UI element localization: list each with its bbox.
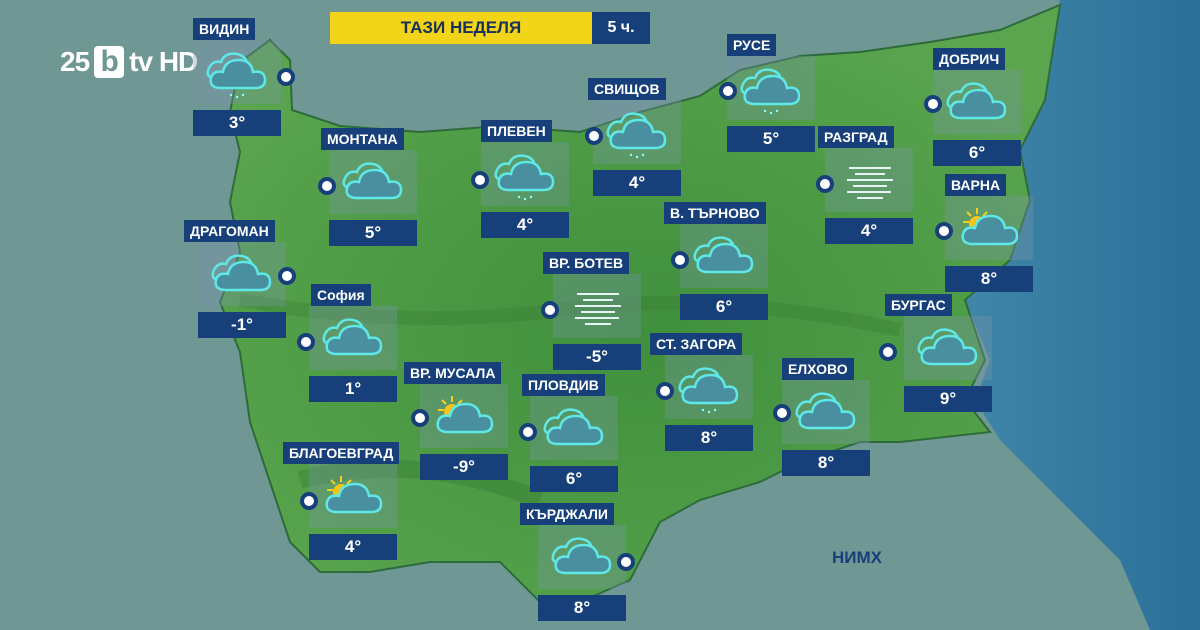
fog-icon	[575, 293, 621, 325]
city-temperature: 8°	[665, 425, 753, 451]
city-temperature: -9°	[420, 454, 508, 480]
city-location-marker	[773, 404, 791, 422]
city-temperature: 4°	[309, 534, 397, 560]
city-location-marker	[297, 333, 315, 351]
forecast-time: 5 ч.	[592, 12, 650, 44]
city-name: ПЛЕВЕН	[481, 120, 552, 142]
city-temperature: 4°	[593, 170, 681, 196]
city-temperature: 6°	[530, 466, 618, 492]
city-location-marker	[585, 127, 603, 145]
city-temperature: 5°	[329, 220, 417, 246]
city-location-marker	[671, 251, 689, 269]
cloud-drizzle-icon	[606, 112, 667, 159]
cloud-icon	[342, 162, 403, 200]
cloud-icon	[551, 537, 612, 575]
city-temperature: 1°	[309, 376, 397, 402]
city-temperature: 8°	[538, 595, 626, 621]
logo-text: tv HD	[129, 46, 198, 77]
city-name: В. ТЪРНОВО	[664, 202, 766, 224]
sun-cloud-icon	[436, 396, 494, 434]
city-name: ВР. БОТЕВ	[543, 252, 630, 274]
city-name: РАЗГРАД	[818, 126, 894, 148]
forecast-period-banner: ТАЗИ НЕДЕЛЯ	[330, 12, 592, 44]
city-location-marker	[541, 301, 559, 319]
cloud-icon	[322, 318, 383, 356]
sun-cloud-icon	[961, 208, 1019, 246]
city-location-marker	[471, 171, 489, 189]
logo-number: 25	[60, 46, 90, 77]
city-location-marker	[519, 423, 537, 441]
btv-logo: 25 b tv HD	[60, 45, 198, 78]
cloud-drizzle-icon	[740, 68, 801, 115]
city-temperature: 4°	[825, 218, 913, 244]
cloud-icon	[795, 392, 856, 430]
city-name: СТ. ЗАГОРА	[650, 333, 743, 355]
city-name: КЪРДЖАЛИ	[520, 503, 614, 525]
city-location-marker	[300, 492, 318, 510]
city-name: ЕЛХОВО	[782, 358, 854, 380]
city-temperature: 9°	[904, 386, 992, 412]
city-name: РУСЕ	[727, 34, 777, 56]
city-temperature: -5°	[553, 344, 641, 370]
city-name: ВР. МУСАЛА	[404, 362, 502, 384]
city-location-marker	[924, 95, 942, 113]
city-location-marker	[656, 382, 674, 400]
city-temperature: -1°	[198, 312, 286, 338]
fog-icon	[847, 167, 893, 199]
cloud-drizzle-icon	[206, 52, 267, 99]
mountain-shading	[238, 293, 902, 337]
city-name: СВИЩОВ	[588, 78, 666, 100]
city-temperature: 8°	[782, 450, 870, 476]
city-location-marker	[318, 177, 336, 195]
city-temperature: 5°	[727, 126, 815, 152]
black-sea	[965, 0, 1200, 630]
city-name: ПЛОВДИВ	[522, 374, 605, 396]
city-name: ДОБРИЧ	[933, 48, 1006, 70]
city-name: БУРГАС	[885, 294, 952, 316]
city-location-marker	[879, 343, 897, 361]
cloud-drizzle-icon	[494, 154, 555, 201]
city-temperature: 4°	[481, 212, 569, 238]
city-location-marker	[816, 175, 834, 193]
cloud-icon	[917, 328, 978, 366]
city-location-marker	[935, 222, 953, 240]
cloud-icon	[946, 82, 1007, 120]
city-location-marker	[719, 82, 737, 100]
bulgaria-land	[218, 3, 1062, 603]
city-temperature: 6°	[680, 294, 768, 320]
cloud-icon	[211, 254, 272, 292]
city-name: ВИДИН	[193, 18, 256, 40]
city-location-marker	[278, 267, 296, 285]
cloud-icon	[693, 236, 754, 274]
city-name: ВАРНА	[945, 174, 1007, 196]
city-temperature: 6°	[933, 140, 1021, 166]
city-location-marker	[617, 553, 635, 571]
city-location-marker	[277, 68, 295, 86]
cloud-icon	[543, 408, 604, 446]
sun-cloud-icon	[325, 476, 383, 514]
city-temperature: 8°	[945, 266, 1033, 292]
cloud-drizzle-icon	[678, 367, 739, 414]
city-location-marker	[411, 409, 429, 427]
city-name: БЛАГОЕВГРАД	[283, 442, 400, 464]
source-label: НИМХ	[832, 548, 882, 567]
city-name: ДРАГОМАН	[184, 220, 275, 242]
city-name: МОНТАНА	[321, 128, 404, 150]
city-name: София	[311, 284, 371, 306]
city-temperature: 3°	[193, 110, 281, 136]
logo-letter: b	[94, 45, 125, 78]
